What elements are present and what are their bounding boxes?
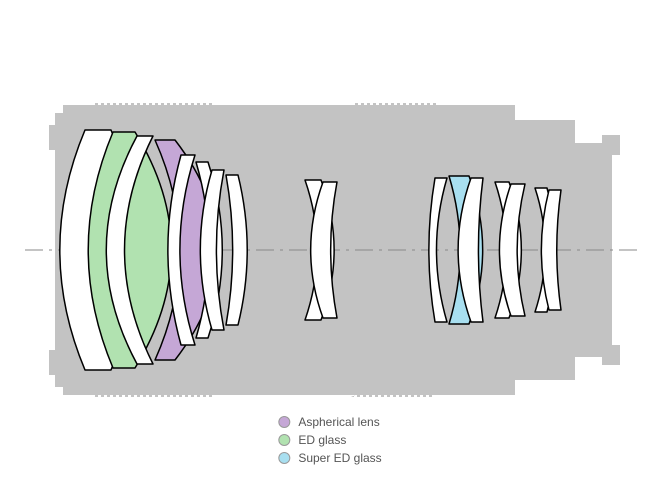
lens-diagram: Aspherical lens ED glass Super ED glass bbox=[0, 0, 660, 500]
legend-item-ed: ED glass bbox=[278, 433, 381, 447]
legend-dot-ed bbox=[278, 434, 290, 446]
legend-label-aspherical: Aspherical lens bbox=[298, 415, 379, 429]
legend-dot-aspherical bbox=[278, 416, 290, 428]
legend-label-ed: ED glass bbox=[298, 433, 346, 447]
legend-item-super-ed: Super ED glass bbox=[278, 451, 381, 465]
legend-item-aspherical: Aspherical lens bbox=[278, 415, 381, 429]
legend-dot-super-ed bbox=[278, 452, 290, 464]
legend: Aspherical lens ED glass Super ED glass bbox=[278, 415, 381, 469]
legend-label-super-ed: Super ED glass bbox=[298, 451, 381, 465]
